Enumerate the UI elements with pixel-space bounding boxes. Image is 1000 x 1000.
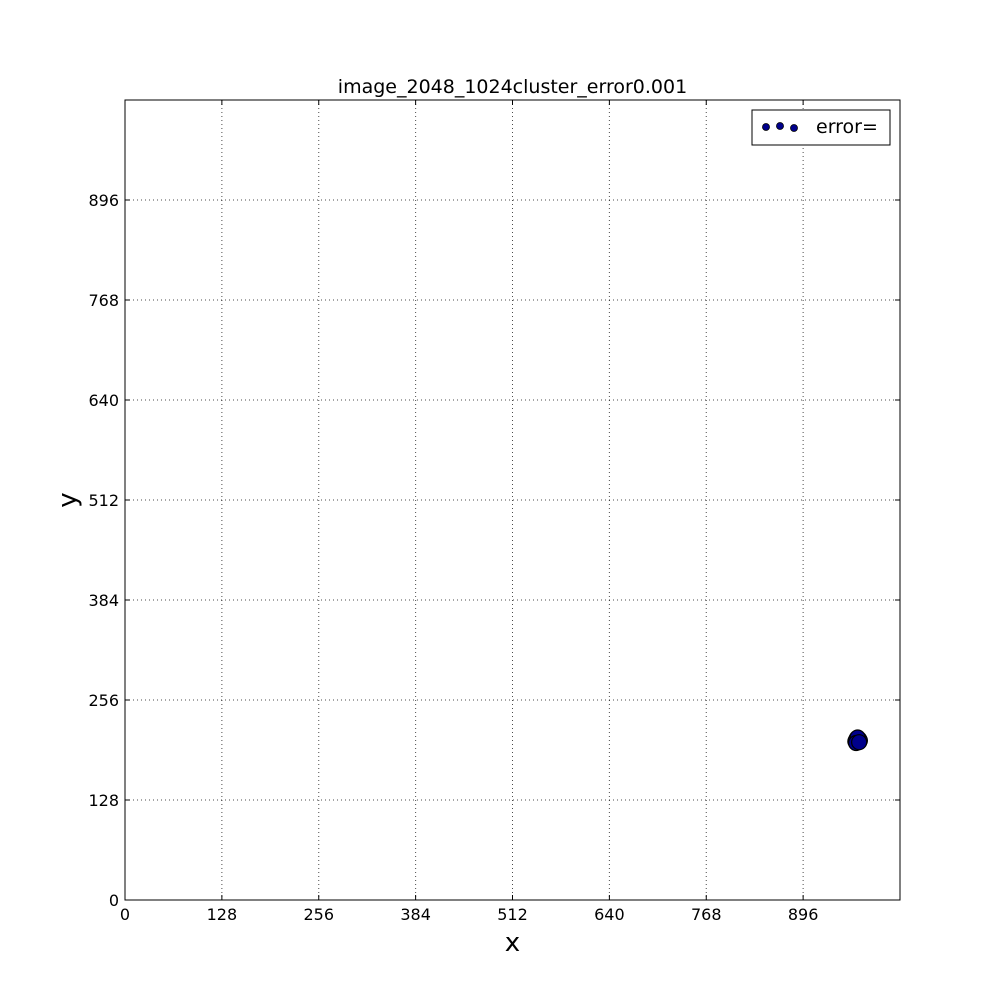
x-tick-label: 0: [120, 905, 130, 924]
y-tick-label: 640: [88, 391, 119, 410]
data-point: [851, 734, 868, 751]
x-tick-label: 896: [788, 905, 819, 924]
y-tick-label: 896: [88, 191, 119, 210]
legend-marker: [762, 123, 770, 131]
x-tick-label: 640: [594, 905, 625, 924]
grid-lines: [125, 100, 900, 900]
data-points: [847, 729, 868, 752]
x-axis-title: x: [505, 928, 520, 958]
x-tick-label: 128: [207, 905, 238, 924]
x-tick-label: 512: [497, 905, 528, 924]
legend: error=: [751, 109, 891, 146]
y-tick-label: 128: [88, 791, 119, 810]
legend-label: error=: [816, 116, 878, 138]
y-tick-label: 0: [109, 891, 119, 910]
y-tick-label: 256: [88, 691, 119, 710]
legend-box: [751, 109, 891, 146]
y-axis-title: y: [53, 492, 83, 507]
y-tick-label: 768: [88, 291, 119, 310]
legend-marker: [790, 124, 798, 132]
y-tick-label: 384: [88, 591, 119, 610]
y-tick-label: 512: [88, 491, 119, 510]
x-tick-label: 256: [303, 905, 334, 924]
legend-markers: [762, 122, 798, 132]
x-tick-label: 384: [400, 905, 431, 924]
legend-marker: [776, 122, 784, 130]
x-tick-label: 768: [691, 905, 722, 924]
axis-ticks: 0 128 256 384 512 640 768 896 0 128 256 384 512 640 76…: [88, 100, 900, 924]
chart-title: image_2048_1024cluster_error0.001: [338, 76, 687, 98]
